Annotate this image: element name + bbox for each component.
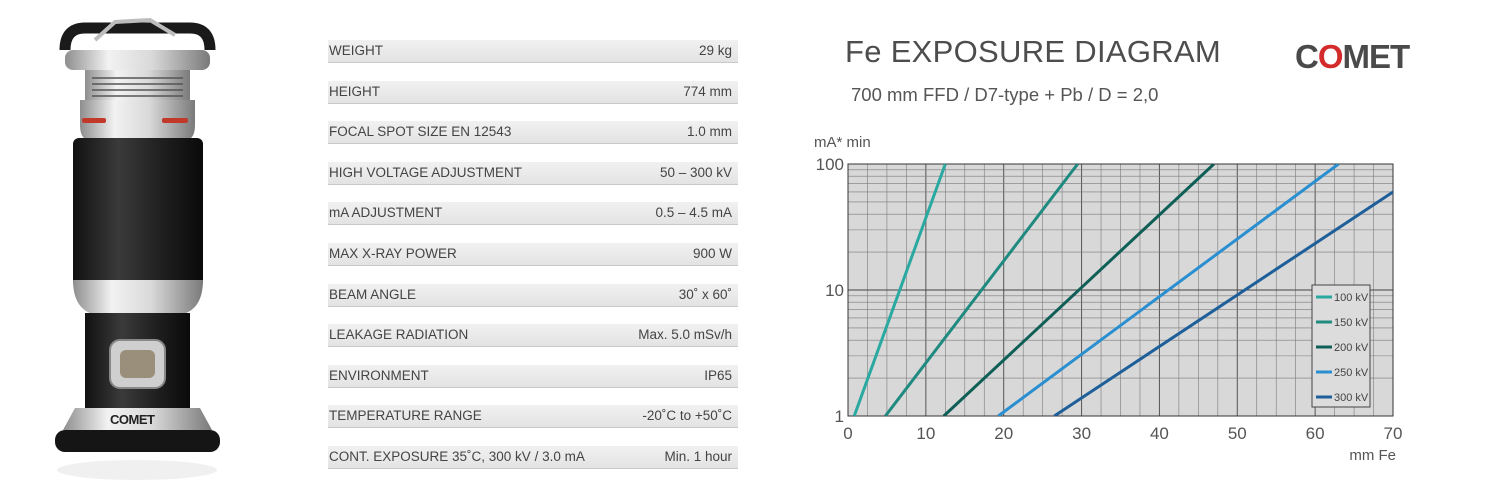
spec-label: HIGH VOLTAGE ADJUSTMENT (329, 164, 523, 180)
series-line-300-kv (1053, 190, 1393, 416)
spec-label: mA ADJUSTMENT (329, 205, 443, 221)
x-tick-label: 60 (1306, 424, 1325, 443)
y-tick-label: 100 (816, 155, 844, 174)
spec-row: LEAKAGE RADIATION Max. 5.0 mSv/h (328, 324, 738, 348)
spec-label: MAX X-RAY POWER (329, 245, 457, 261)
x-tick-label: 0 (843, 424, 852, 443)
x-axis-label: mm Fe (1349, 447, 1396, 464)
spec-label: LEAKAGE RADIATION (329, 327, 469, 343)
spec-label: CONT. EXPOSURE 35˚C, 300 kV / 3.0 mA (329, 448, 585, 464)
spec-value: -20˚C to +50˚C (642, 408, 732, 424)
spec-value: 30˚ x 60˚ (678, 286, 732, 302)
spec-value: Min. 1 hour (664, 448, 732, 464)
plot-border (847, 163, 1394, 417)
spec-label: BEAM ANGLE (329, 286, 417, 302)
chart-subtitle: 700 mm FFD / D7-type + Pb / D = 2,0 (851, 84, 1159, 105)
series-line-100-kv (852, 164, 947, 416)
spec-label: TEMPERATURE RANGE (329, 408, 482, 424)
series-line-150-kv (884, 164, 1079, 416)
series-line-250-kv (997, 164, 1340, 416)
spec-row: MAX X-RAY POWER 900 W (328, 242, 738, 266)
spec-value: 1.0 mm (686, 124, 732, 140)
spec-label: ENVIRONMENT (329, 367, 429, 383)
spec-row: mA ADJUSTMENT 0.5 – 4.5 mA (328, 202, 738, 226)
legend-entry: 250 kV (1334, 367, 1369, 379)
spec-row: BEAM ANGLE 30˚ x 60˚ (328, 283, 738, 307)
spec-row: FOCAL SPOT SIZE EN 12543 1.0 mm (328, 121, 738, 145)
spec-value: 774 mm (683, 83, 732, 99)
legend-entry: 100 kV (1334, 292, 1369, 304)
spec-label: WEIGHT (329, 43, 383, 58)
legend-entry: 150 kV (1334, 317, 1369, 329)
spec-row: ENVIRONMENT IP65 (328, 364, 738, 388)
spec-row: CONT. EXPOSURE 35˚C, 300 kV / 3.0 mA Min.… (328, 445, 738, 469)
spec-label: HEIGHT (329, 83, 381, 99)
chart-title: Fe EXPOSURE DIAGRAM (845, 34, 1222, 69)
spec-row: WEIGHT 29 kg (328, 40, 738, 63)
y-axis-label: mA* min (814, 134, 871, 151)
spec-label: FOCAL SPOT SIZE EN 12543 (329, 124, 512, 140)
y-tick-label: 10 (825, 281, 844, 300)
spec-value: 900 W (692, 245, 732, 261)
legend-entry: 300 kV (1334, 392, 1369, 404)
series-line-200-kv (942, 164, 1215, 416)
x-tick-label: 10 (916, 424, 935, 443)
spec-value: Max. 5.0 mSv/h (638, 327, 732, 343)
spec-row: HEIGHT 774 mm (328, 80, 738, 104)
x-tick-label: 30 (1072, 424, 1091, 443)
legend-entry: 200 kV (1334, 342, 1369, 354)
product-image: COMET (40, 10, 240, 490)
x-tick-label: 70 (1384, 424, 1403, 443)
x-tick-label: 40 (1150, 424, 1169, 443)
x-tick-label: 20 (994, 424, 1013, 443)
spec-row: TEMPERATURE RANGE -20˚C to +50˚C (328, 405, 738, 429)
spec-table: WEIGHT 29 kg HEIGHT 774 mm FOCAL SPOT SIZE E… (328, 40, 738, 487)
brand-logo: COMET (1295, 38, 1410, 75)
spec-value: IP65 (704, 367, 732, 383)
product-brand-badge: COMET (110, 412, 155, 427)
spec-value: 50 – 300 kV (659, 164, 732, 180)
x-tick-label: 50 (1228, 424, 1247, 443)
spec-value: 0.5 – 4.5 mA (655, 205, 732, 221)
y-tick-label: 1 (835, 407, 844, 426)
spec-value: 29 kg (698, 43, 732, 58)
xray-unit-illustration (55, 17, 220, 480)
spec-row: HIGH VOLTAGE ADJUSTMENT 50 – 300 kV (328, 161, 738, 185)
